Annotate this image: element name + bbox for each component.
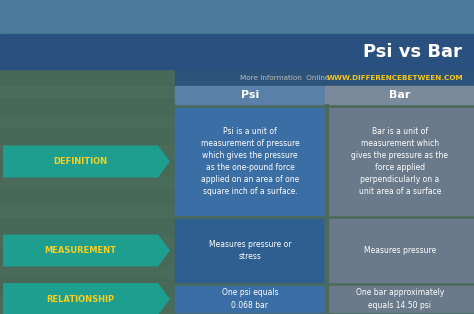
Bar: [0, 159, 175, 174]
Bar: [0, 0, 474, 29]
Polygon shape: [3, 283, 170, 314]
Bar: [0, 29, 175, 314]
Bar: [175, 108, 325, 215]
Text: Measures pressure or
stress: Measures pressure or stress: [209, 240, 291, 261]
Text: Bar is a unit of
measurement which
gives the pressure as the
force applied
perpe: Bar is a unit of measurement which gives…: [352, 127, 448, 196]
Bar: [175, 69, 474, 86]
Bar: [175, 29, 474, 314]
Bar: [0, 249, 175, 264]
Bar: [175, 86, 325, 104]
Bar: [325, 286, 474, 312]
Bar: [0, 20, 474, 34]
Bar: [0, 39, 175, 54]
Bar: [325, 104, 328, 314]
Text: Psi vs Bar: Psi vs Bar: [363, 43, 462, 61]
Polygon shape: [3, 145, 170, 177]
Bar: [325, 86, 474, 104]
Polygon shape: [3, 235, 170, 267]
Text: More Information  Online: More Information Online: [240, 74, 330, 80]
Bar: [0, 34, 474, 69]
Bar: [325, 108, 474, 215]
Bar: [0, 99, 175, 114]
Bar: [325, 219, 474, 282]
Bar: [0, 69, 175, 84]
Bar: [0, 219, 175, 234]
Bar: [0, 279, 175, 294]
Text: One bar approximately
equals 14.50 psi: One bar approximately equals 14.50 psi: [356, 289, 444, 310]
Text: RELATIONSHIP: RELATIONSHIP: [46, 295, 115, 304]
Text: Bar: Bar: [389, 90, 410, 100]
Text: WWW.DIFFERENCEBETWEEN.COM: WWW.DIFFERENCEBETWEEN.COM: [327, 74, 463, 80]
Bar: [175, 286, 325, 312]
Text: MEASUREMENT: MEASUREMENT: [45, 246, 117, 255]
Text: DEFINITION: DEFINITION: [54, 157, 108, 166]
Text: One psi equals
0.068 bar: One psi equals 0.068 bar: [222, 289, 278, 310]
Text: Psi: Psi: [241, 90, 259, 100]
Text: Psi is a unit of
measurement of pressure
which gives the pressure
as the one-pou: Psi is a unit of measurement of pressure…: [201, 127, 300, 196]
Bar: [0, 129, 175, 144]
Bar: [0, 189, 175, 204]
Bar: [175, 219, 325, 282]
Text: Measures pressure: Measures pressure: [364, 246, 436, 255]
